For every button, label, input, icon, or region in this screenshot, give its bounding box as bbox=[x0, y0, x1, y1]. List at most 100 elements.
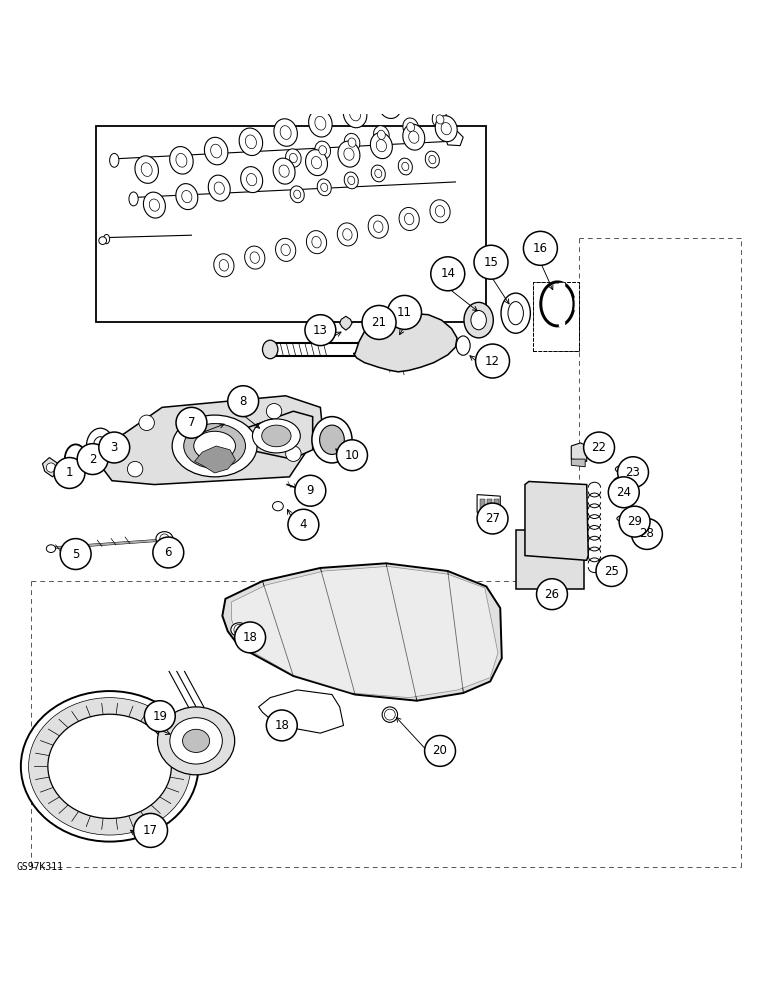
Ellipse shape bbox=[110, 153, 119, 167]
Ellipse shape bbox=[214, 254, 234, 277]
Ellipse shape bbox=[508, 302, 523, 325]
Polygon shape bbox=[571, 459, 585, 467]
Ellipse shape bbox=[371, 165, 385, 182]
Ellipse shape bbox=[214, 182, 225, 194]
Text: 14: 14 bbox=[440, 267, 455, 280]
Ellipse shape bbox=[405, 213, 414, 225]
Polygon shape bbox=[195, 446, 235, 473]
Bar bbox=[487, 499, 492, 511]
Circle shape bbox=[234, 624, 245, 635]
Circle shape bbox=[337, 440, 367, 471]
Polygon shape bbox=[259, 690, 344, 733]
Circle shape bbox=[474, 245, 508, 279]
Circle shape bbox=[596, 556, 627, 586]
Circle shape bbox=[305, 315, 336, 346]
Polygon shape bbox=[559, 283, 564, 326]
Ellipse shape bbox=[614, 477, 631, 485]
Ellipse shape bbox=[245, 135, 256, 149]
Text: 3: 3 bbox=[110, 441, 118, 454]
Ellipse shape bbox=[252, 419, 300, 453]
Ellipse shape bbox=[274, 119, 297, 146]
Ellipse shape bbox=[273, 502, 283, 511]
Bar bbox=[96, 126, 486, 322]
Text: 20: 20 bbox=[432, 744, 448, 757]
Ellipse shape bbox=[219, 260, 229, 271]
Text: 24: 24 bbox=[616, 486, 631, 499]
Circle shape bbox=[584, 432, 615, 463]
Ellipse shape bbox=[343, 229, 352, 240]
Ellipse shape bbox=[344, 148, 354, 160]
Ellipse shape bbox=[176, 184, 198, 210]
Circle shape bbox=[425, 735, 455, 766]
Text: 28: 28 bbox=[639, 527, 655, 540]
Ellipse shape bbox=[281, 244, 290, 256]
Ellipse shape bbox=[430, 200, 450, 223]
Ellipse shape bbox=[403, 124, 425, 150]
Ellipse shape bbox=[181, 190, 192, 203]
Text: 29: 29 bbox=[627, 515, 642, 528]
Ellipse shape bbox=[401, 162, 409, 171]
Ellipse shape bbox=[29, 698, 191, 835]
Ellipse shape bbox=[170, 718, 222, 764]
Circle shape bbox=[476, 344, 510, 378]
Circle shape bbox=[384, 709, 395, 720]
Ellipse shape bbox=[157, 707, 235, 775]
Ellipse shape bbox=[384, 98, 395, 112]
Ellipse shape bbox=[273, 158, 295, 184]
Ellipse shape bbox=[428, 155, 436, 164]
Circle shape bbox=[523, 231, 557, 265]
Ellipse shape bbox=[320, 425, 344, 454]
Ellipse shape bbox=[205, 137, 228, 165]
Circle shape bbox=[160, 534, 169, 543]
Circle shape bbox=[631, 519, 662, 549]
Ellipse shape bbox=[280, 126, 291, 139]
Ellipse shape bbox=[211, 144, 222, 158]
Ellipse shape bbox=[408, 131, 419, 143]
Text: 18: 18 bbox=[274, 719, 290, 732]
Polygon shape bbox=[222, 563, 502, 701]
Ellipse shape bbox=[398, 158, 412, 175]
Ellipse shape bbox=[407, 123, 415, 132]
Text: GS97K311: GS97K311 bbox=[17, 862, 64, 872]
Text: 16: 16 bbox=[533, 242, 548, 255]
Bar bbox=[494, 499, 499, 511]
Ellipse shape bbox=[182, 729, 209, 752]
Text: 22: 22 bbox=[591, 441, 607, 454]
Ellipse shape bbox=[231, 623, 248, 637]
Ellipse shape bbox=[290, 153, 297, 163]
Ellipse shape bbox=[471, 310, 486, 330]
Ellipse shape bbox=[312, 417, 352, 463]
Ellipse shape bbox=[626, 526, 640, 532]
Text: 2: 2 bbox=[89, 453, 96, 466]
Ellipse shape bbox=[93, 437, 107, 455]
Ellipse shape bbox=[290, 186, 304, 203]
Ellipse shape bbox=[239, 128, 262, 156]
Circle shape bbox=[362, 305, 396, 339]
Ellipse shape bbox=[241, 167, 262, 193]
Polygon shape bbox=[100, 396, 323, 485]
Ellipse shape bbox=[309, 110, 332, 137]
Circle shape bbox=[608, 477, 639, 508]
Ellipse shape bbox=[315, 141, 330, 159]
Ellipse shape bbox=[441, 123, 452, 135]
Ellipse shape bbox=[419, 89, 430, 102]
Ellipse shape bbox=[378, 91, 401, 118]
Circle shape bbox=[134, 813, 168, 847]
Circle shape bbox=[266, 403, 282, 419]
Ellipse shape bbox=[144, 192, 165, 218]
Ellipse shape bbox=[135, 156, 158, 183]
Ellipse shape bbox=[374, 126, 389, 144]
Ellipse shape bbox=[141, 163, 152, 176]
Ellipse shape bbox=[129, 192, 138, 206]
Ellipse shape bbox=[46, 545, 56, 552]
Ellipse shape bbox=[262, 340, 278, 359]
Ellipse shape bbox=[312, 236, 321, 248]
Text: 21: 21 bbox=[371, 316, 387, 329]
Polygon shape bbox=[42, 458, 59, 477]
Text: 6: 6 bbox=[164, 546, 172, 559]
Ellipse shape bbox=[371, 133, 392, 159]
Circle shape bbox=[127, 461, 143, 477]
Ellipse shape bbox=[293, 190, 301, 198]
Circle shape bbox=[144, 701, 175, 732]
Ellipse shape bbox=[184, 424, 245, 468]
